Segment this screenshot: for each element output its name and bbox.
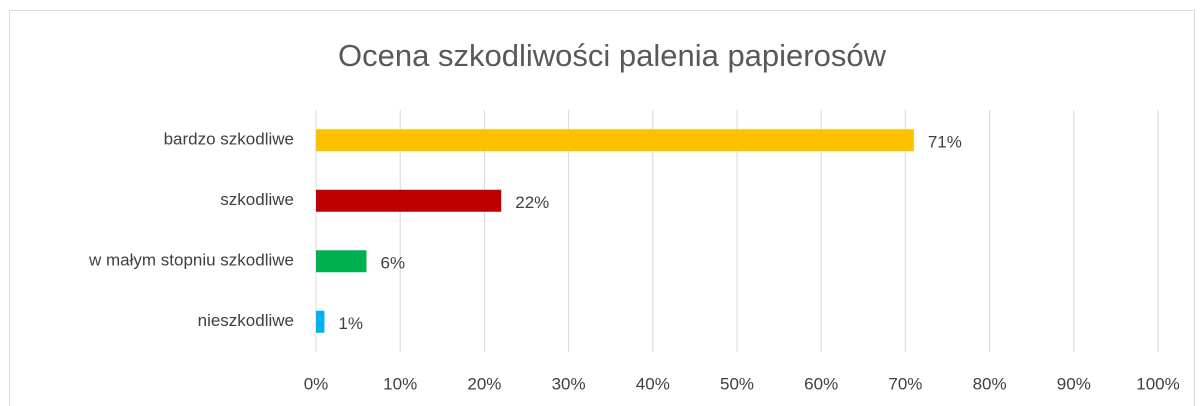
bar: [316, 129, 914, 152]
bar: [316, 189, 502, 212]
x-tick-label: 10%: [383, 374, 417, 393]
x-tick-label: 50%: [720, 374, 754, 393]
bar: [316, 310, 325, 333]
y-tick-label: szkodliwe: [220, 190, 294, 209]
value-label: 22%: [515, 193, 549, 212]
x-tick-label: 30%: [552, 374, 586, 393]
bar: [316, 250, 367, 273]
value-label: 71%: [928, 133, 962, 152]
chart-title: Ocena szkodliwości palenia papierosów: [338, 38, 887, 73]
x-tick-label: 70%: [888, 374, 922, 393]
x-tick-label: 20%: [467, 374, 501, 393]
value-label: 6%: [381, 254, 406, 273]
x-tick-label: 40%: [636, 374, 670, 393]
x-tick-label: 90%: [1057, 374, 1091, 393]
y-tick-label: nieszkodliwe: [198, 311, 294, 330]
y-tick-label: bardzo szkodliwe: [164, 130, 294, 149]
x-tick-label: 80%: [973, 374, 1007, 393]
value-label: 1%: [338, 314, 363, 333]
chart-border: [9, 10, 1195, 406]
x-tick-label: 0%: [304, 374, 329, 393]
y-tick-label: w małym stopniu szkodliwe: [88, 251, 294, 270]
x-tick-label: 60%: [804, 374, 838, 393]
x-tick-label: 100%: [1136, 374, 1179, 393]
